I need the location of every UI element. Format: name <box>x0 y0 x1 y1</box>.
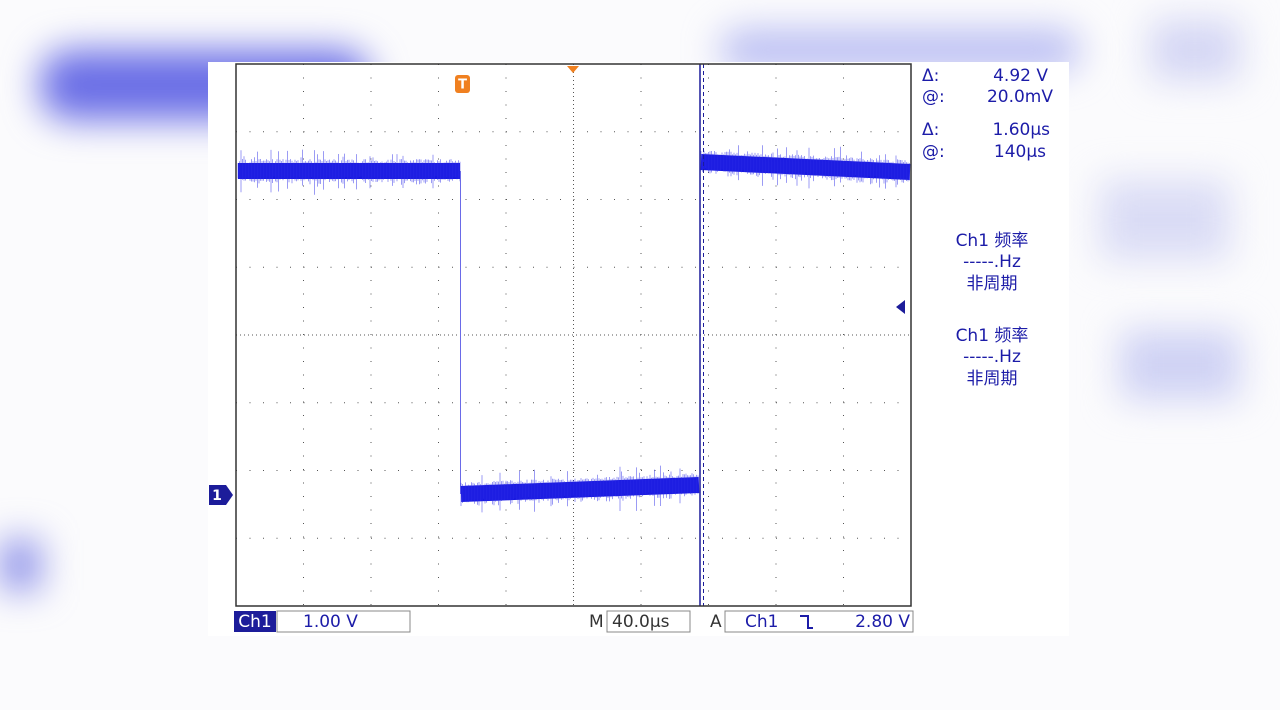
bg-blob <box>1150 20 1240 80</box>
readout-label: @: <box>922 87 945 107</box>
trigger-source: Ch1 <box>745 612 778 632</box>
trigger-mode: A <box>710 612 722 632</box>
bg-blob <box>1100 180 1230 260</box>
timebase-label: M <box>589 612 604 632</box>
readout-label: @: <box>922 142 945 162</box>
scope-screen: T 1 Δ: 4.92 V @: 20.0mV Δ: 1.60µs @: 140… <box>0 0 1280 710</box>
measurement-value: -----.Hz <box>963 252 1021 272</box>
page: T 1 Δ: 4.92 V @: 20.0mV Δ: 1.60µs @: 140… <box>0 0 1280 710</box>
measurement-source: Ch1 频率 <box>956 326 1029 346</box>
volts-per-div: 1.00 V <box>303 612 358 632</box>
measurement-status: 非周期 <box>967 369 1018 389</box>
readout-value: 1.60µs <box>992 120 1050 140</box>
channel-marker-label: 1 <box>212 488 222 504</box>
readout-value: 140µs <box>994 142 1046 162</box>
readout-value: 20.0mV <box>987 87 1053 107</box>
measurement-status: 非周期 <box>967 274 1018 294</box>
readout-value: 4.92 V <box>993 66 1048 86</box>
bg-blob <box>1120 330 1240 400</box>
trigger-level: 2.80 V <box>855 612 910 632</box>
bg-blob <box>0 540 40 590</box>
readout-label: Δ: <box>922 120 939 140</box>
timebase: 40.0µs <box>612 612 670 632</box>
readout-label: Δ: <box>922 66 939 86</box>
channel-label: Ch1 <box>238 612 271 632</box>
trigger-marker-label: T <box>458 78 467 93</box>
measurement-value: -----.Hz <box>963 347 1021 367</box>
measurement-source: Ch1 频率 <box>956 231 1029 251</box>
